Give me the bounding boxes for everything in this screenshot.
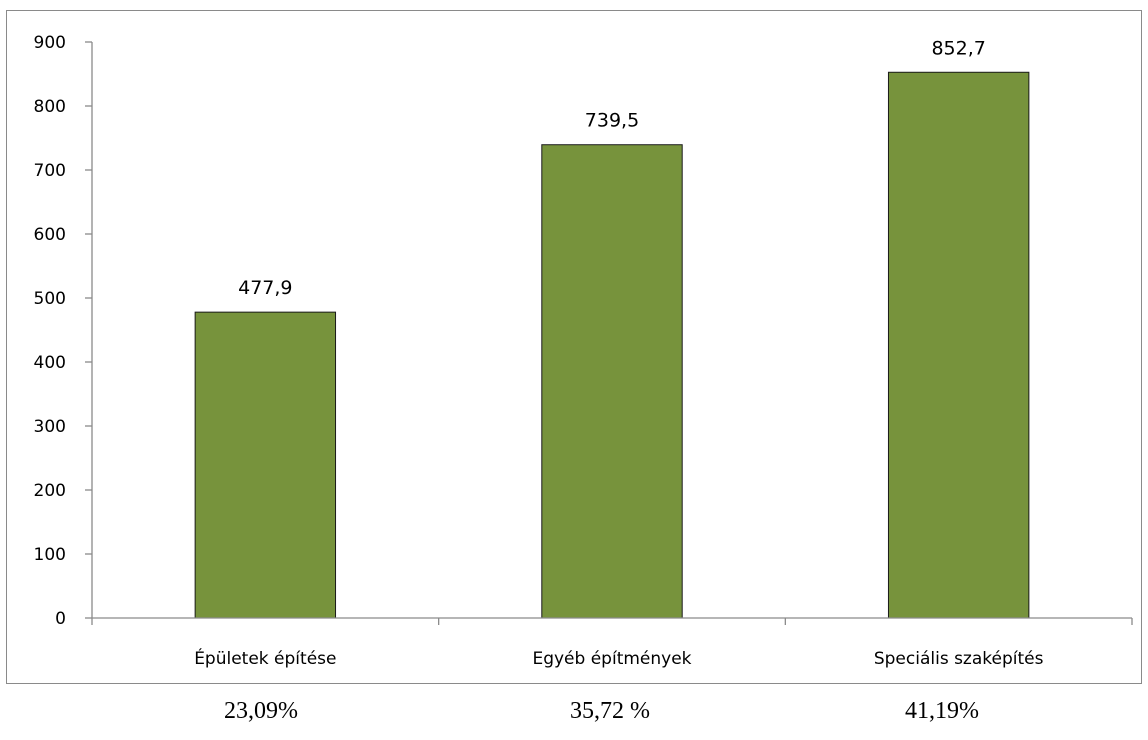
share-label-2: 41,19% xyxy=(905,698,979,724)
y-tick-label: 400 xyxy=(34,353,66,373)
y-tick-label: 200 xyxy=(34,481,66,501)
y-tick-label: 300 xyxy=(34,417,66,437)
bar-0 xyxy=(194,311,337,619)
share-label-0: 23,09% xyxy=(224,698,298,724)
data-label-0: 477,9 xyxy=(238,277,292,299)
data-label-1: 739,5 xyxy=(585,110,639,132)
data-label-2: 852,7 xyxy=(931,37,985,59)
category-label-2: Speciális szaképítés xyxy=(874,649,1044,669)
x-axis-ticks xyxy=(91,618,1133,625)
y-axis-ticks: 0 100 200 300 400 500 600 700 800 900 xyxy=(34,33,92,629)
share-label-1: 35,72 % xyxy=(570,698,650,724)
bar-1 xyxy=(541,144,683,619)
bars xyxy=(194,71,1030,619)
category-label-0: Épületek építése xyxy=(194,647,336,669)
y-tick-label: 600 xyxy=(34,225,66,245)
bar-2 xyxy=(887,71,1030,619)
data-labels: 477,9 739,5 852,7 xyxy=(238,37,986,299)
y-tick-label: 100 xyxy=(34,545,66,565)
y-tick-label: 700 xyxy=(34,161,66,181)
y-tick-label: 0 xyxy=(55,609,66,629)
y-tick-label: 900 xyxy=(34,33,66,53)
y-tick-label: 800 xyxy=(34,97,66,117)
category-label-1: Egyéb építmények xyxy=(532,649,691,669)
y-tick-label: 500 xyxy=(34,289,66,309)
bar-chart: 0 100 200 300 400 500 600 700 800 900 477,9 739,5 8… xyxy=(34,33,1133,669)
category-labels: Épületek építése Egyéb építmények Speciáli… xyxy=(194,647,1043,669)
